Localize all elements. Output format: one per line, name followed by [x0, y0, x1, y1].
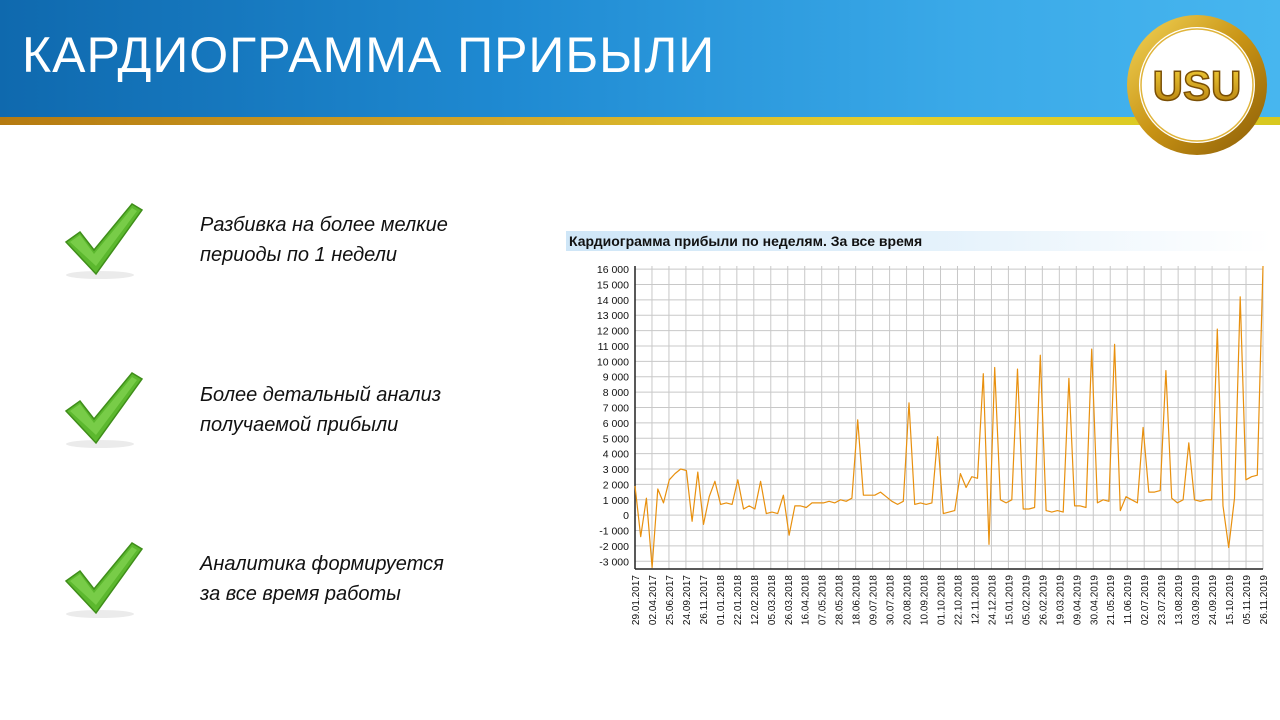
x-tick-label: 20.08.2018: [903, 575, 914, 625]
checkmark-icon: [64, 372, 144, 448]
y-tick-label: 10 000: [597, 356, 629, 368]
x-tick-label: 15.10.2019: [1225, 575, 1236, 625]
x-tick-label: 21.05.2019: [1106, 575, 1117, 625]
y-tick-label: -1 000: [599, 526, 629, 538]
x-tick-label: 02.04.2017: [648, 575, 659, 625]
x-tick-label: 10.09.2018: [920, 575, 931, 625]
y-tick-label: 14 000: [597, 295, 629, 307]
bullet-2: Более детальный анализ получаемой прибыл…: [200, 380, 530, 440]
bullet-2-line1: Более детальный анализ: [200, 384, 441, 406]
x-tick-label: 26.03.2018: [784, 575, 795, 625]
x-tick-label: 01.01.2018: [716, 575, 727, 625]
x-tick-label: 29.01.2017: [631, 575, 642, 625]
y-tick-label: 3 000: [603, 464, 629, 476]
y-tick-label: 16 000: [597, 264, 629, 276]
bullet-3: Аналитика формируется за все время работ…: [200, 549, 530, 609]
bullet-3-line2: за все время работы: [200, 583, 401, 605]
x-tick-label: 18.06.2018: [852, 575, 863, 625]
header-gold-stripe: [0, 117, 1280, 125]
x-tick-label: 22.10.2018: [953, 575, 964, 625]
x-tick-label: 09.04.2019: [1072, 575, 1083, 625]
header-banner: [0, 0, 1280, 117]
x-tick-label: 12.11.2018: [970, 575, 981, 625]
x-tick-label: 22.01.2018: [733, 575, 744, 625]
x-tick-label: 26.11.2019: [1259, 575, 1270, 625]
x-tick-label: 25.06.2017: [665, 575, 676, 625]
x-tick-label: 09.07.2018: [869, 575, 880, 625]
x-tick-label: 12.02.2018: [750, 575, 761, 625]
x-tick-label: 26.02.2019: [1038, 575, 1049, 625]
x-tick-label: 05.03.2018: [767, 575, 778, 625]
x-tick-label: 16.04.2018: [801, 575, 812, 625]
logo-text: USU: [1153, 62, 1242, 109]
x-tick-label: 19.03.2019: [1055, 575, 1066, 625]
x-tick-label: 05.11.2019: [1242, 575, 1253, 625]
checkmark-icon: [64, 542, 144, 618]
page-title: КАРДИОГРАММА ПРИБЫЛИ: [22, 27, 716, 83]
checkmark-icon: [64, 203, 144, 279]
x-tick-label: 23.07.2019: [1157, 575, 1168, 625]
bullet-1-line2: периоды по 1 недели: [200, 244, 398, 266]
y-tick-label: 12 000: [597, 326, 629, 338]
chart-title: Кардиограмма прибыли по неделям. За все …: [569, 233, 923, 249]
profit-series-line: [634, 265, 1264, 569]
x-tick-label: 24.12.2018: [987, 575, 998, 625]
x-tick-label: 01.10.2018: [937, 575, 948, 625]
x-tick-label: 03.09.2019: [1191, 575, 1202, 625]
y-tick-label: 0: [623, 510, 629, 522]
x-tick-label: 02.07.2019: [1140, 575, 1151, 625]
x-tick-label: 30.04.2019: [1089, 575, 1100, 625]
x-tick-label: 28.05.2018: [835, 575, 846, 625]
x-tick-label: 15.01.2019: [1004, 575, 1015, 625]
x-tick-label: 07.05.2018: [818, 575, 829, 625]
bullet-1-line1: Разбивка на более мелкие: [200, 214, 448, 236]
y-tick-label: 9 000: [603, 372, 629, 384]
x-tick-label: 30.07.2018: [886, 575, 897, 625]
bullet-1: Разбивка на более мелкие периоды по 1 не…: [200, 210, 530, 270]
y-tick-label: -3 000: [599, 556, 629, 568]
y-tick-label: 4 000: [603, 449, 629, 461]
y-tick-label: 6 000: [603, 418, 629, 430]
x-tick-label: 24.09.2017: [682, 575, 693, 625]
y-tick-label: 15 000: [597, 279, 629, 291]
usu-logo: USU: [1127, 15, 1267, 155]
plot-area: [635, 266, 1263, 569]
y-tick-label: -2 000: [599, 541, 629, 553]
x-tick-label: 13.08.2019: [1174, 575, 1185, 625]
y-tick-label: 2 000: [603, 479, 629, 491]
y-tick-label: 5 000: [603, 433, 629, 445]
bullet-2-line2: получаемой прибыли: [200, 414, 399, 436]
x-tick-label: 24.09.2019: [1208, 575, 1219, 625]
chart-title-bar: Кардиограмма прибыли по неделям. За все …: [566, 231, 1272, 251]
y-tick-label: 8 000: [603, 387, 629, 399]
bullet-3-line1: Аналитика формируется: [200, 553, 444, 575]
y-tick-label: 7 000: [603, 403, 629, 415]
x-tick-label: 05.02.2019: [1021, 575, 1032, 625]
profit-line-chart: 16 000 15 000 14 000 13 000 12 000 11 000 10 0…: [597, 264, 1270, 625]
x-tick-label: 26.11.2017: [699, 575, 710, 625]
y-tick-label: 13 000: [597, 310, 629, 322]
y-tick-label: 11 000: [598, 341, 629, 353]
x-tick-label: 11.06.2019: [1123, 575, 1134, 625]
y-tick-label: 1 000: [603, 495, 629, 507]
